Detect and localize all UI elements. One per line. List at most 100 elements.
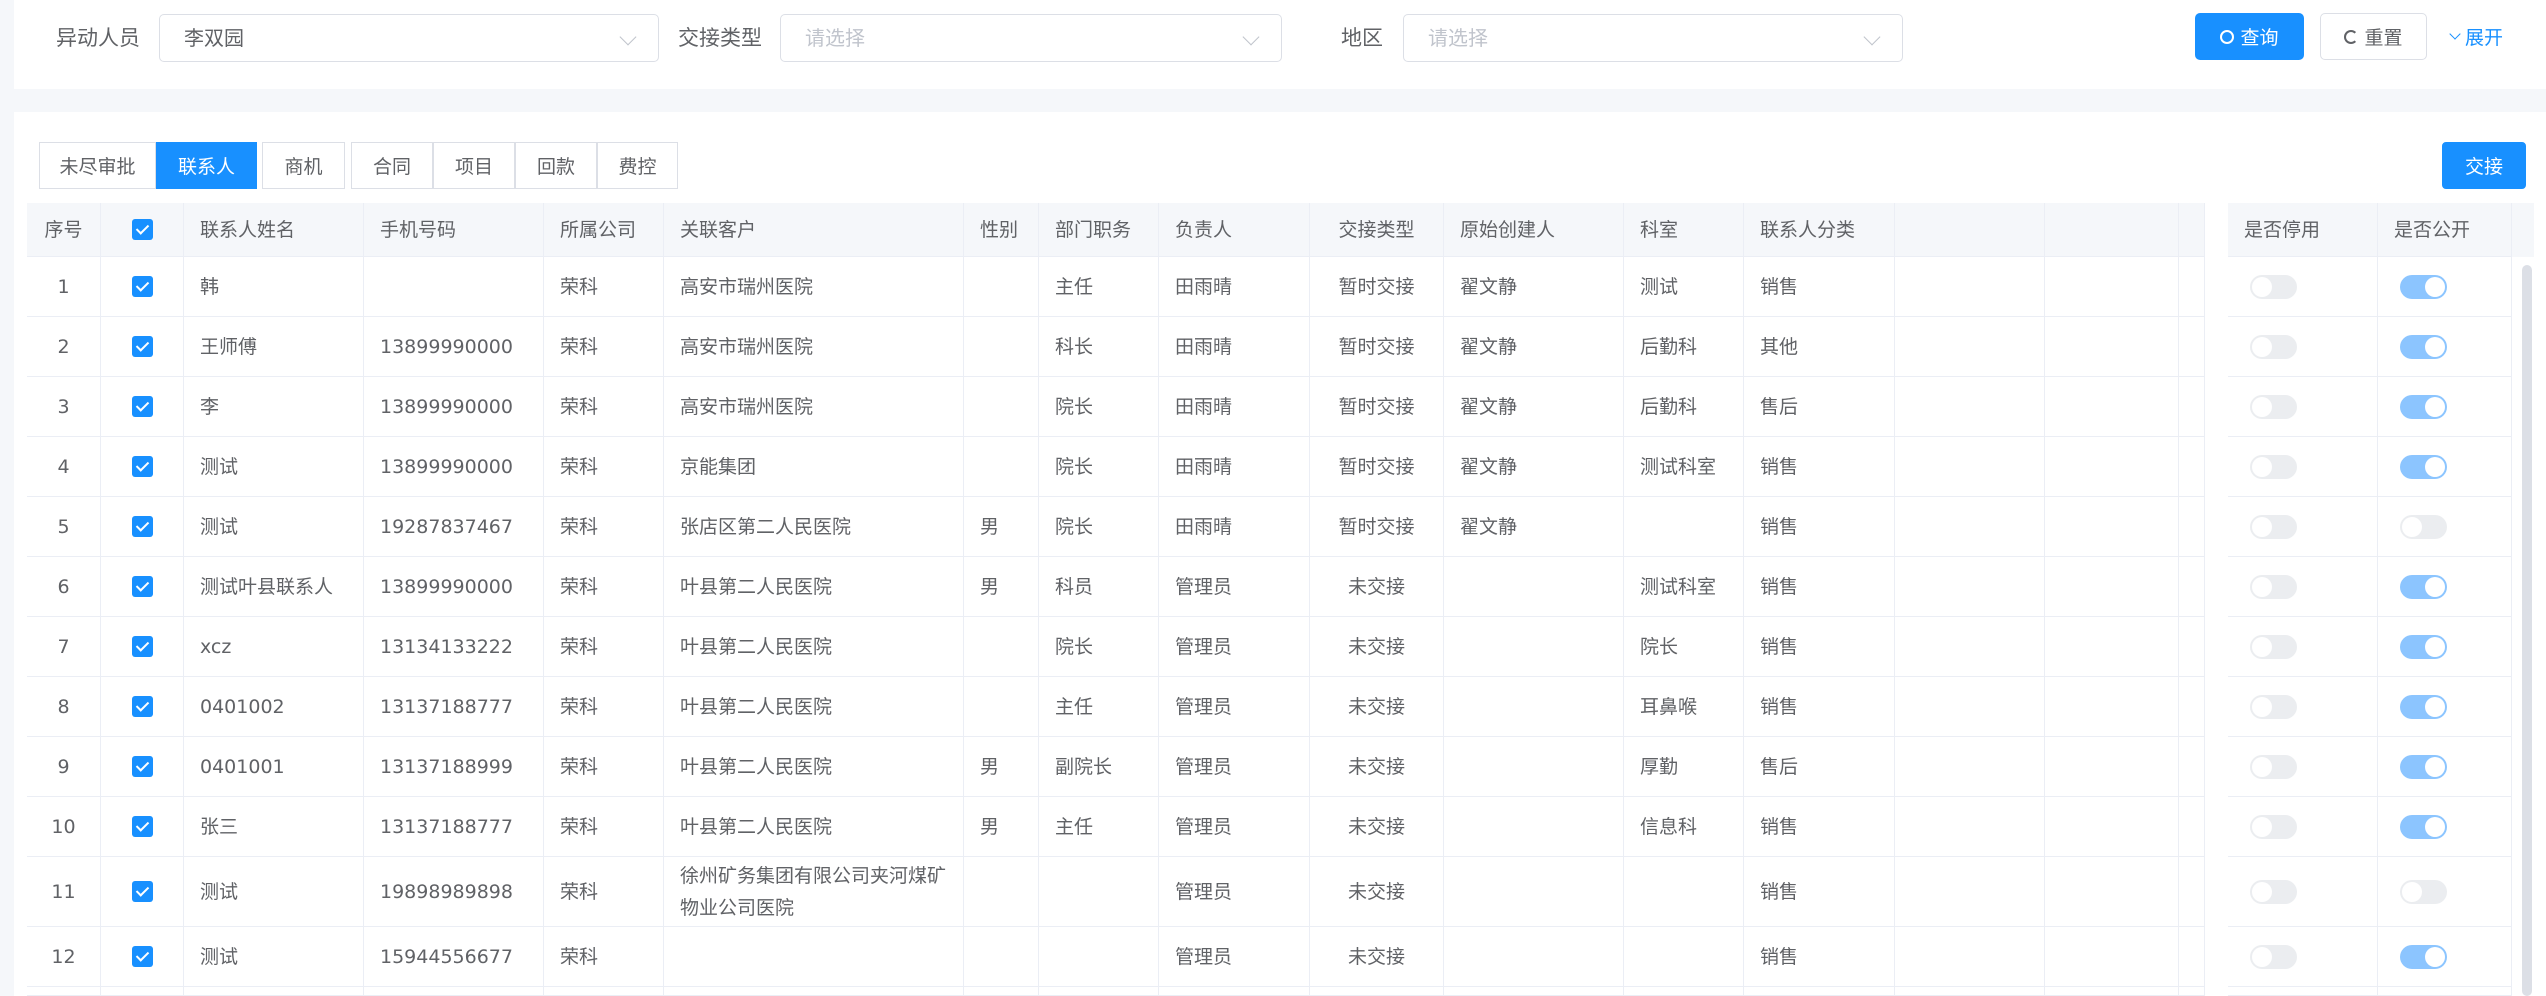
handover-button[interactable]: 交接 <box>2442 142 2526 189</box>
row-checkbox[interactable] <box>101 797 184 856</box>
table-cell: 测试 <box>184 437 364 496</box>
type-select[interactable]: 请选择 <box>780 14 1282 62</box>
table-cell: 张店区第二人民医院 <box>664 497 964 556</box>
public-toggle[interactable] <box>2400 274 2447 299</box>
person-select-value: 李双园 <box>184 26 244 50</box>
row-checkbox[interactable] <box>101 317 184 376</box>
disabled-toggle[interactable] <box>2250 394 2297 419</box>
tab-0[interactable]: 未尽审批 <box>39 142 156 189</box>
table-cell: 叶县第二人民医院 <box>664 617 964 676</box>
checkbox-checked-icon[interactable] <box>131 456 153 477</box>
table-cell <box>1895 257 2045 316</box>
public-toggle[interactable] <box>2400 944 2447 969</box>
disabled-toggle[interactable] <box>2250 334 2297 359</box>
public-toggle[interactable] <box>2400 334 2447 359</box>
checkbox-checked-icon[interactable] <box>131 276 153 297</box>
column-header: 负责人 <box>1159 203 1310 256</box>
table-cell: 主任 <box>1039 257 1159 316</box>
column-header: 序号 <box>27 203 101 256</box>
table-cell: 荣科 <box>544 257 664 316</box>
disabled-toggle[interactable] <box>2250 634 2297 659</box>
expand-label: 展开 <box>2464 27 2503 49</box>
table-cell: 后勤科 <box>1624 377 1744 436</box>
tab-3[interactable]: 合同 <box>351 142 433 189</box>
public-toggle[interactable] <box>2400 879 2447 904</box>
public-toggle[interactable] <box>2400 754 2447 779</box>
checkbox-checked-icon[interactable] <box>131 696 153 717</box>
checkbox-checked-icon[interactable] <box>131 816 153 837</box>
table-cell: 张三 <box>184 797 364 856</box>
row-checkbox[interactable] <box>101 987 184 995</box>
chevron-down-icon <box>1863 28 1881 46</box>
public-toggle[interactable] <box>2400 454 2447 479</box>
row-checkbox[interactable] <box>101 557 184 616</box>
checkbox-checked-icon[interactable] <box>131 636 153 657</box>
table-cell: 叶县第二人民医院 <box>664 557 964 616</box>
disabled-toggle[interactable] <box>2250 574 2297 599</box>
table-row: 4 测试 13899990000 荣科 京能集团 院长 田雨晴 暂时交接 翟文静 测试科室 销售 <box>27 437 2205 497</box>
public-toggle[interactable] <box>2400 574 2447 599</box>
table-cell: 荣科 <box>544 557 664 616</box>
disabled-toggle[interactable] <box>2250 754 2297 779</box>
tab-4[interactable]: 项目 <box>433 142 515 189</box>
table-cell <box>2179 987 2205 995</box>
table-cell: 叶县第二人民医院 <box>664 737 964 796</box>
tab-1[interactable]: 联系人 <box>156 142 257 189</box>
public-toggle[interactable] <box>2400 514 2447 539</box>
checkbox-checked-icon[interactable] <box>131 881 153 902</box>
table-cell <box>2179 797 2205 856</box>
disabled-toggle[interactable] <box>2250 814 2297 839</box>
disabled-toggle[interactable] <box>2250 694 2297 719</box>
person-select[interactable]: 李双园 <box>159 14 659 62</box>
checkbox-checked-icon[interactable] <box>131 219 153 240</box>
reset-label: 重置 <box>2364 27 2403 49</box>
disabled-toggle[interactable] <box>2250 454 2297 479</box>
public-toggle[interactable] <box>2400 694 2447 719</box>
table-cell <box>1310 987 1444 995</box>
disabled-cell <box>2228 317 2378 376</box>
disabled-toggle[interactable] <box>2250 514 2297 539</box>
row-checkbox[interactable] <box>101 677 184 736</box>
column-header-filler <box>2179 203 2205 256</box>
checkbox-checked-icon[interactable] <box>131 516 153 537</box>
row-checkbox[interactable] <box>101 437 184 496</box>
table-cell: 暂时交接 <box>1310 257 1444 316</box>
disabled-toggle[interactable] <box>2250 879 2297 904</box>
table-header: 序号 联系人姓名 手机号码 所属公司 关联客户 性别 部门职务 负责人 交接类型 原始创建人 科室联… <box>27 203 2205 257</box>
reset-button[interactable]: 重置 <box>2320 13 2427 60</box>
public-toggle[interactable] <box>2400 814 2447 839</box>
checkbox-checked-icon[interactable] <box>131 946 153 967</box>
column-header: 原始创建人 <box>1444 203 1624 256</box>
select-all-checkbox[interactable] <box>101 203 184 256</box>
row-checkbox[interactable] <box>101 257 184 316</box>
checkbox-checked-icon[interactable] <box>131 576 153 597</box>
table-cell: 售后 <box>1744 737 1895 796</box>
row-checkbox[interactable] <box>101 497 184 556</box>
checkbox-checked-icon[interactable] <box>131 336 153 357</box>
vertical-scrollbar[interactable] <box>2522 265 2532 996</box>
query-button[interactable]: 查询 <box>2195 13 2304 60</box>
disabled-toggle[interactable] <box>2250 274 2297 299</box>
checkbox-checked-icon[interactable] <box>131 756 153 777</box>
row-checkbox[interactable] <box>101 377 184 436</box>
disabled-toggle[interactable] <box>2250 944 2297 969</box>
checkbox-checked-icon[interactable] <box>131 396 153 417</box>
region-select[interactable]: 请选择 <box>1403 14 1903 62</box>
public-toggle[interactable] <box>2400 394 2447 419</box>
public-toggle[interactable] <box>2400 634 2447 659</box>
tab-5[interactable]: 回款 <box>515 142 597 189</box>
expand-button[interactable]: 展开 <box>2444 13 2510 60</box>
table-cell: 田雨晴 <box>1159 257 1310 316</box>
column-header <box>2045 203 2179 256</box>
table-cell: 院长 <box>1039 497 1159 556</box>
tab-6[interactable]: 费控 <box>597 142 678 189</box>
tab-2[interactable]: 商机 <box>262 142 345 189</box>
row-checkbox[interactable] <box>101 617 184 676</box>
disabled-cell <box>2228 987 2378 995</box>
row-checkbox[interactable] <box>101 737 184 796</box>
table-cell <box>2045 797 2179 856</box>
table-cell: 未交接 <box>1310 797 1444 856</box>
row-checkbox[interactable] <box>101 857 184 926</box>
row-checkbox[interactable] <box>101 927 184 986</box>
fixed-row <box>2228 677 2512 737</box>
